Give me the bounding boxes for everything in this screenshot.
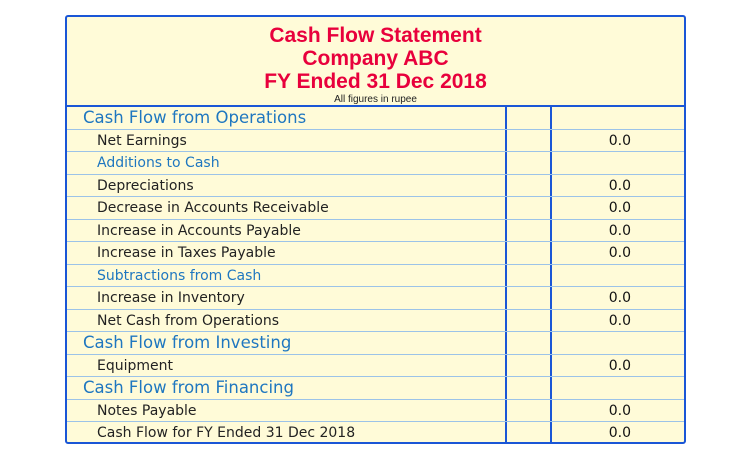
row-label: Decrease in Accounts Receivable [67,197,507,219]
note-cell [507,309,552,331]
cash-flow-statement: Cash Flow Statement Company ABC FY Ended… [65,15,686,444]
row-label: Cash Flow from Operations [67,107,507,129]
row-value: 0.0 [608,200,631,216]
row-value [552,107,684,129]
currency-note: All figures in rupee [334,94,417,105]
note-cell [507,287,552,309]
note-cell [507,174,552,196]
table-row: Net Cash from Operations 0.0 [67,309,684,332]
sub-heading-row: Additions to Cash [67,152,684,175]
row-value: 0.0 [608,245,631,261]
row-value: 0.0 [608,290,631,306]
row-label: Cash Flow from Financing [67,377,507,399]
row-label: Equipment [67,354,507,376]
note-cell [507,219,552,241]
row-value [552,377,684,399]
section-heading-row: Cash Flow from Operations [67,107,684,130]
note-cell [507,129,552,151]
company-name: Company ABC [302,47,449,70]
statement-header: Cash Flow Statement Company ABC FY Ended… [67,17,684,107]
row-value: 0.0 [608,357,631,374]
row-value: 0.0 [608,402,631,419]
fiscal-period: FY Ended 31 Dec 2018 [264,70,487,93]
table-row: Notes Payable 0.0 [67,399,684,422]
row-value: 0.0 [608,177,631,194]
note-cell [507,332,552,354]
table-row: Increase in Accounts Payable 0.0 [67,219,684,242]
note-cell [507,354,552,376]
row-label: Additions to Cash [67,152,507,174]
note-cell [507,422,552,442]
row-label: Subtractions from Cash [67,264,507,286]
note-cell [507,242,552,264]
row-value: 0.0 [608,132,631,149]
table-row: Depreciations 0.0 [67,174,684,197]
note-cell [507,264,552,286]
row-value [552,152,684,174]
row-value: 0.0 [608,222,631,239]
section-heading-row: Cash Flow from Investing [67,332,684,355]
row-label: Net Earnings [67,129,507,151]
table-row: Cash Flow for FY Ended 31 Dec 2018 0.0 [67,422,684,442]
row-label: Cash Flow for FY Ended 31 Dec 2018 [67,422,507,442]
row-label: Cash Flow from Investing [67,332,507,354]
row-value [552,332,684,354]
note-cell [507,107,552,129]
row-value [552,265,684,287]
row-value: 0.0 [608,425,631,441]
note-cell [507,197,552,219]
row-label: Depreciations [67,174,507,196]
row-label: Net Cash from Operations [67,309,507,331]
table-row: Equipment 0.0 [67,354,684,377]
section-heading-row: Cash Flow from Financing [67,377,684,400]
sub-heading-row: Subtractions from Cash [67,264,684,287]
note-cell [507,377,552,399]
note-cell [507,152,552,174]
statement-table: Cash Flow from Operations Net Earnings 0.0… [67,107,684,442]
table-row: Increase in Taxes Payable 0.0 [67,242,684,265]
table-row: Decrease in Accounts Receivable 0.0 [67,197,684,220]
note-cell [507,399,552,421]
table-row: Net Earnings 0.0 [67,129,684,152]
row-label: Increase in Taxes Payable [67,242,507,264]
row-label: Increase in Inventory [67,287,507,309]
row-label: Notes Payable [67,399,507,421]
row-label: Increase in Accounts Payable [67,219,507,241]
statement-title: Cash Flow Statement [269,24,482,47]
row-value: 0.0 [608,312,631,329]
table-row: Increase in Inventory 0.0 [67,287,684,310]
